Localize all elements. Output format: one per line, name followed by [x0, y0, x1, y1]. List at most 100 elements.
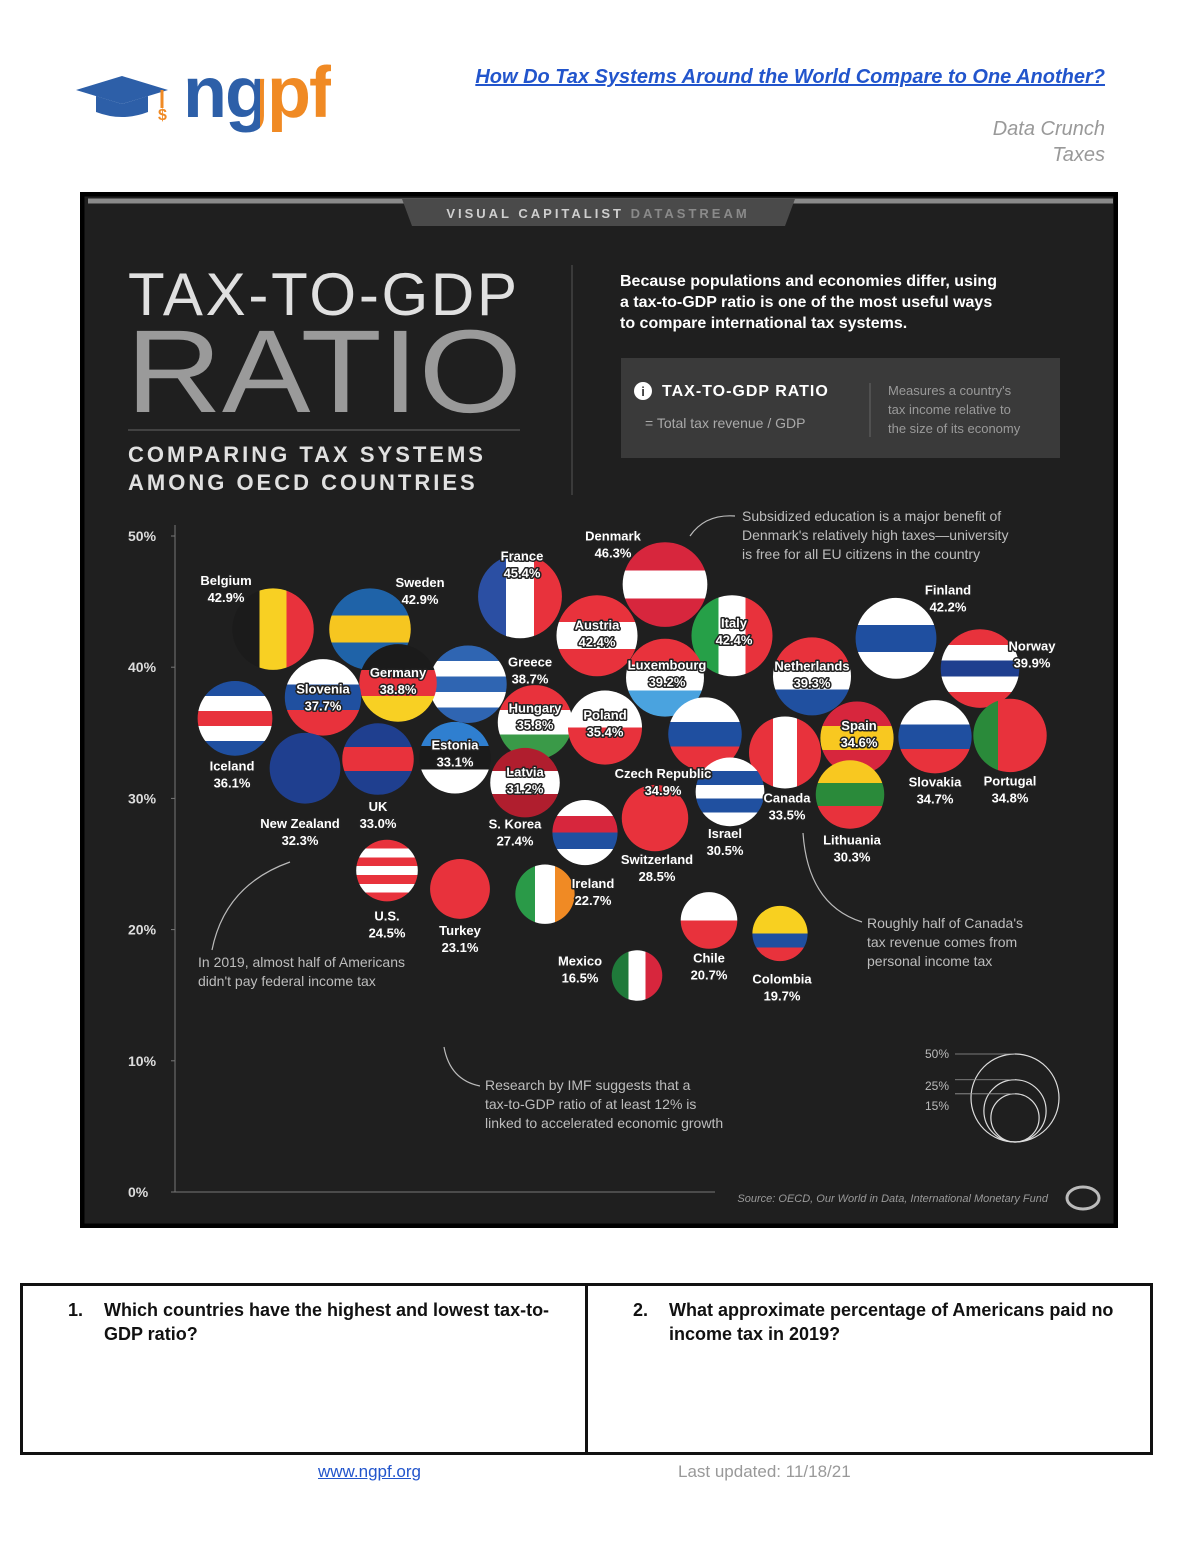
- country-label: Slovenia: [296, 681, 350, 696]
- bubble: [973, 698, 1047, 773]
- subtitle-line: AMONG OECD COUNTRIES: [128, 470, 478, 495]
- value-label: 20.7%: [691, 967, 728, 982]
- bubble: [490, 747, 560, 818]
- value-label: 39.2%: [649, 675, 686, 690]
- brand-icon: [1065, 1185, 1101, 1211]
- annotation-line: is free for all EU citizens in the count…: [742, 546, 980, 562]
- y-tick-label: 50%: [128, 528, 157, 544]
- country-label: Sweden: [395, 575, 444, 590]
- value-label: 23.1%: [442, 940, 479, 955]
- arrow: [802, 832, 863, 923]
- annotation-line: tax-to-GDP ratio of at least 12% is: [485, 1096, 696, 1112]
- bubble: [820, 701, 894, 775]
- question-number: 2.: [633, 1300, 649, 1320]
- bubble: [772, 637, 852, 716]
- size-legend-label: 15%: [925, 1099, 949, 1113]
- country-label: Switzerland: [621, 852, 693, 867]
- country-label: Poland: [583, 708, 626, 723]
- title-line: TAX-TO-GDP: [128, 261, 521, 328]
- arrow: [689, 515, 736, 537]
- country-label: Mexico: [558, 954, 602, 969]
- value-label: 34.6%: [841, 735, 878, 750]
- description-line: Because populations and economies differ…: [620, 273, 997, 290]
- value-label: 42.2%: [930, 599, 967, 614]
- annotation-line: didn't pay federal income tax: [198, 973, 376, 989]
- value-label: 34.7%: [917, 792, 954, 807]
- description-line: a tax-to-GDP ratio is one of the most us…: [620, 294, 992, 311]
- bubble: [815, 760, 885, 829]
- country-label: Greece: [508, 654, 552, 669]
- value-label: 42.4%: [716, 633, 753, 648]
- bubble: [668, 697, 742, 771]
- country-label: Lithuania: [823, 832, 882, 847]
- country-label: Chile: [693, 950, 725, 965]
- value-label: 30.5%: [707, 843, 744, 858]
- question-text: Which countries have the highest and low…: [104, 1300, 550, 1344]
- bubble: [359, 644, 437, 722]
- value-label: 33.0%: [360, 816, 397, 831]
- logo-icon: $: [76, 76, 168, 124]
- annotation-line: Subsidized education is a major benefit …: [742, 508, 1001, 524]
- question: 2. What approximate percentage of America…: [585, 1286, 1150, 1452]
- bubble: [748, 716, 822, 789]
- last-updated: Last updated: 11/18/21: [678, 1462, 851, 1481]
- country-label: Netherlands: [774, 658, 849, 673]
- bubble: [898, 700, 972, 774]
- category: Data Crunch: [992, 118, 1105, 140]
- value-label: 35.8%: [517, 717, 554, 732]
- annotation-arrows: [211, 515, 863, 1087]
- info-term: TAX-TO-GDP RATIO: [662, 383, 829, 400]
- bubble: [940, 629, 1020, 708]
- country-label: Portugal: [984, 773, 1037, 788]
- question: 1. Which countries have the highest and l…: [23, 1286, 585, 1452]
- annotation-line: tax revenue comes from: [867, 934, 1017, 950]
- country-label: Belgium: [200, 573, 251, 588]
- country-label: Germany: [370, 665, 427, 680]
- footer-link[interactable]: www.ngpf.org: [318, 1462, 421, 1481]
- bubble: [430, 859, 490, 919]
- bubble: [497, 685, 573, 760]
- title-line: RATIO: [126, 306, 522, 438]
- bubble: [680, 892, 738, 949]
- country-label: Czech Republic: [615, 766, 712, 781]
- value-label: 33.5%: [769, 807, 806, 822]
- value-label: 33.1%: [437, 755, 474, 770]
- bubble: [556, 595, 638, 677]
- banner: VISUAL CAPITALIST DATASTREAM: [446, 206, 749, 221]
- country-label: France: [501, 548, 544, 563]
- banner-tab: [402, 199, 795, 226]
- value-label: 34.8%: [992, 790, 1029, 805]
- country-label: Canada: [764, 790, 812, 805]
- value-label: 28.5%: [639, 869, 676, 884]
- country-label: Finland: [925, 582, 971, 597]
- info-definition-line: tax income relative to: [888, 402, 1011, 417]
- y-tick-label: 30%: [128, 790, 157, 806]
- annotation-line: linked to accelerated economic growth: [485, 1115, 723, 1131]
- value-label: 35.4%: [587, 725, 624, 740]
- bubble: [419, 721, 491, 794]
- bubble: [232, 588, 314, 670]
- y-tick-label: 20%: [128, 922, 157, 938]
- country-label: Israel: [708, 826, 742, 841]
- annotation-line: In 2019, almost half of Americans: [198, 954, 405, 970]
- country-label: Estonia: [432, 738, 480, 753]
- country-label: Slovakia: [909, 775, 963, 790]
- country-label: Norway: [1009, 639, 1057, 654]
- worksheet-title[interactable]: How Do Tax Systems Around the World Comp…: [475, 66, 1105, 88]
- country-label: Hungary: [509, 700, 563, 715]
- bubble: [621, 784, 689, 852]
- value-label: 19.7%: [764, 989, 801, 1004]
- source: Source: OECD, Our World in Data, Interna…: [737, 1193, 1048, 1205]
- value-label: 24.5%: [369, 926, 406, 941]
- bubble: [515, 864, 575, 924]
- info-icon: [634, 382, 652, 400]
- bubble: [567, 690, 643, 765]
- bubble: [478, 554, 562, 639]
- value-label: 37.7%: [305, 698, 342, 713]
- info-formula: = Total tax revenue / GDP: [645, 415, 805, 431]
- value-label: 39.3%: [794, 675, 831, 690]
- value-label: 42.4%: [579, 635, 616, 650]
- country-label: Luxembourg: [628, 658, 707, 673]
- country-label: Iceland: [210, 758, 255, 773]
- country-label: Denmark: [585, 529, 641, 544]
